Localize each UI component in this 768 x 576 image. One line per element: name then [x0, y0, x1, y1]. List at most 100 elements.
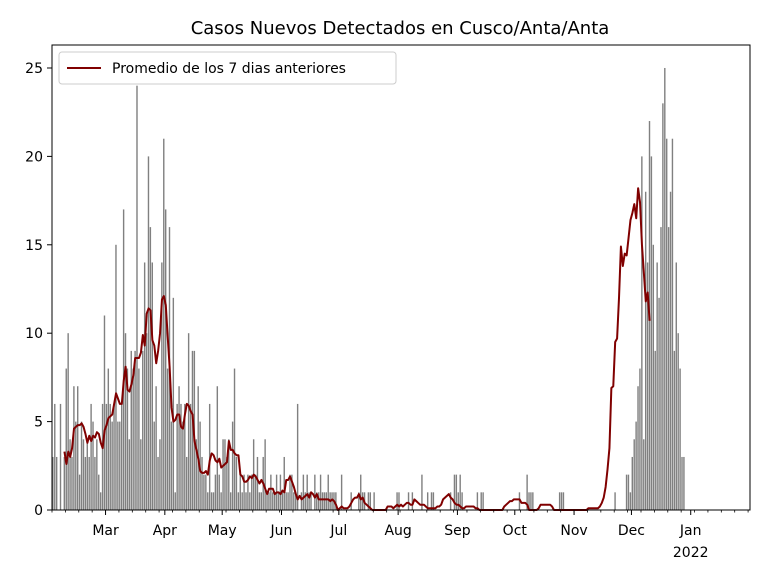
- bar-day-208: [449, 492, 452, 510]
- bar-day-198: [430, 492, 433, 510]
- bar-day-0: [52, 456, 54, 510]
- bar-day-72: [189, 403, 192, 510]
- bar-day-114: [270, 474, 272, 510]
- bar-day-1: [54, 403, 56, 510]
- bar-day-45: [138, 368, 140, 510]
- bar-day-63: [172, 297, 175, 510]
- bar-day-127: [295, 492, 297, 510]
- bar-day-135: [310, 492, 312, 510]
- bar-day-196: [426, 492, 429, 510]
- bar-day-104: [251, 474, 253, 510]
- x-tick-year-label: 2022: [673, 545, 709, 561]
- bar-day-138: [316, 492, 318, 510]
- bar-day-98: [239, 474, 241, 510]
- bar-day-224: [480, 492, 482, 510]
- bar-day-89: [222, 439, 224, 510]
- bar-day-120: [281, 492, 284, 510]
- bar-day-100: [243, 474, 245, 510]
- bar-day-126: [293, 492, 295, 510]
- bar-day-22: [94, 456, 96, 510]
- bar-day-118: [277, 492, 280, 510]
- bar-day-300: [625, 474, 628, 510]
- bar-day-79: [203, 474, 205, 510]
- bar-day-33: [115, 244, 117, 511]
- bar-day-26: [101, 403, 104, 510]
- bar-day-305: [635, 421, 637, 510]
- x-tick-label-sep: Sep: [444, 523, 471, 539]
- bar-day-214: [461, 492, 463, 510]
- bar-day-116: [273, 492, 276, 510]
- y-tick-label-10: 10: [25, 326, 43, 342]
- bar-day-266: [560, 492, 563, 510]
- x-tick-label-jul: Jul: [329, 523, 347, 539]
- bar-day-54: [155, 386, 157, 510]
- bar-day-29: [107, 368, 110, 510]
- bar-day-62: [170, 421, 173, 510]
- bar-day-51: [149, 227, 152, 511]
- bar-day-324: [671, 138, 674, 510]
- bar-day-13: [77, 386, 79, 510]
- bar-day-19: [88, 456, 90, 510]
- bar-day-222: [476, 492, 479, 510]
- bar-day-101: [245, 492, 247, 510]
- bar-day-42: [132, 368, 134, 510]
- bar-day-8: [67, 333, 69, 510]
- bar-day-146: [331, 492, 333, 510]
- bar-day-47: [142, 350, 144, 510]
- bar-day-141: [321, 492, 324, 510]
- bar-day-81: [207, 492, 209, 510]
- bar-day-142: [323, 492, 326, 510]
- plot-frame: [51, 44, 751, 511]
- bar-day-122: [285, 492, 287, 510]
- bar-day-168: [373, 492, 375, 510]
- bar-day-307: [639, 368, 641, 510]
- bar-day-95: [233, 368, 236, 510]
- bar-day-137: [314, 474, 316, 510]
- bar-day-325: [673, 350, 676, 510]
- bar-day-6: [63, 456, 66, 510]
- bar-day-106: [254, 474, 257, 510]
- x-tick-label-may: May: [208, 523, 237, 539]
- bar-day-313: [650, 156, 653, 510]
- bar-day-303: [631, 456, 633, 510]
- bar-day-327: [677, 333, 679, 510]
- y-tick-label-25: 25: [25, 61, 43, 77]
- bar-day-71: [187, 333, 190, 510]
- bar-day-302: [629, 492, 632, 510]
- bar-day-160: [358, 492, 360, 510]
- bar-day-70: [186, 456, 188, 510]
- bar-day-48: [143, 262, 146, 510]
- bar-day-57: [161, 262, 163, 510]
- bar-day-165: [367, 492, 370, 510]
- bar-day-248: [526, 474, 528, 510]
- bar-day-322: [667, 227, 670, 511]
- bar-day-144: [327, 474, 329, 510]
- bar-day-111: [264, 439, 266, 510]
- bar-day-31: [111, 421, 113, 510]
- bar-day-66: [178, 386, 180, 510]
- bar-day-315: [654, 350, 656, 510]
- bar-day-64: [174, 492, 176, 510]
- bar-day-140: [319, 474, 322, 510]
- bar-day-21: [92, 421, 94, 510]
- bar-day-83: [210, 492, 213, 510]
- x-tick-label-jun: Jun: [270, 523, 293, 539]
- average-line: [63, 187, 651, 511]
- bar-day-318: [660, 227, 662, 511]
- bar-day-24: [98, 474, 100, 510]
- bar-day-134: [308, 492, 310, 510]
- bar-day-311: [646, 262, 649, 510]
- bar-day-85: [214, 474, 217, 510]
- bar-day-68: [182, 421, 184, 510]
- bar-day-12: [75, 421, 77, 510]
- bar-day-10: [71, 456, 73, 510]
- bar-day-148: [335, 492, 337, 510]
- bar-day-267: [562, 492, 565, 510]
- bar-day-213: [459, 474, 461, 510]
- bar-day-109: [260, 492, 262, 510]
- bar-day-97: [237, 492, 240, 510]
- bar-day-87: [218, 474, 220, 510]
- bar-day-210: [453, 474, 456, 510]
- bar-day-20: [90, 403, 92, 510]
